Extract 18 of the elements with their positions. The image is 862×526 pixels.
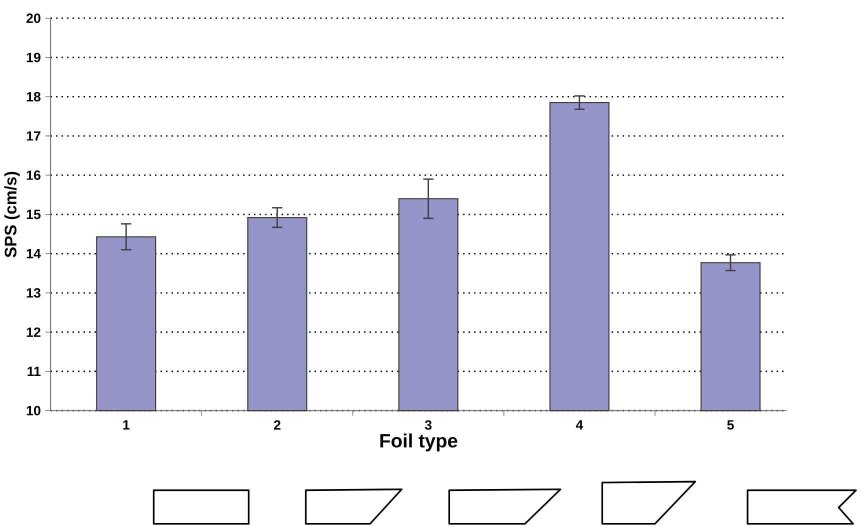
x-tick-label: 1 <box>123 420 130 430</box>
x-axis-title: Foil type <box>380 434 458 452</box>
y-tick-label: 17 <box>26 131 40 141</box>
y-tick-label: 12 <box>26 328 40 337</box>
y-tick-label: 16 <box>26 170 40 180</box>
x-tick-label: 3 <box>424 420 432 430</box>
y-tick-label: 15 <box>26 210 41 220</box>
x-tick-label: 5 <box>727 420 734 430</box>
y-tick-label: 13 <box>26 288 40 298</box>
y-tick-label: 11 <box>28 366 41 376</box>
y-tick-label: 14 <box>26 249 41 258</box>
x-tick-label: 2 <box>274 420 280 430</box>
y-tick-label: 20 <box>26 14 40 24</box>
y-tick-label: 18 <box>26 92 41 102</box>
y-axis-title: SPS (cm/s) <box>4 172 20 258</box>
y-tick-label: 10 <box>26 406 40 416</box>
x-tick-label: 4 <box>576 420 584 430</box>
y-tick-label: 19 <box>26 52 40 62</box>
